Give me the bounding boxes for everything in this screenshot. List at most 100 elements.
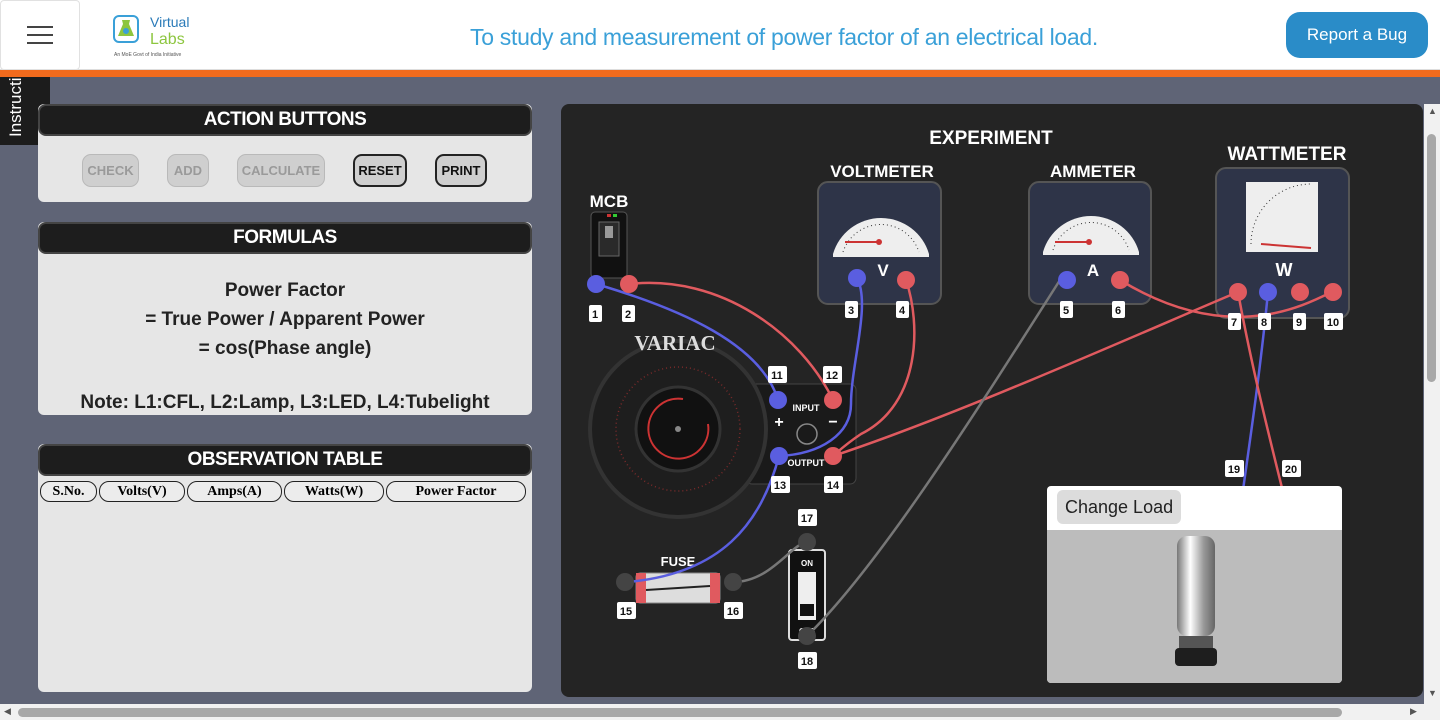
terminal-11[interactable]	[769, 391, 787, 409]
terminal-label-16: 16	[727, 606, 739, 618]
scroll-left-icon[interactable]: ◀	[4, 706, 11, 716]
terminal-1[interactable]	[587, 275, 605, 293]
wire-5-18	[806, 279, 1062, 637]
change-load-button[interactable]: Change Load	[1057, 490, 1182, 524]
terminal-7[interactable]	[1229, 283, 1247, 301]
terminal-13[interactable]	[770, 447, 788, 465]
terminal-5[interactable]	[1058, 271, 1076, 289]
column-sno: S.No.	[40, 481, 97, 502]
page-title: To study and measurement of power factor…	[470, 24, 1098, 50]
ammeter	[1028, 181, 1152, 305]
terminal-12[interactable]	[824, 391, 842, 409]
experiment-title: EXPERIMENT	[929, 128, 1053, 149]
action-buttons-panel: ACTION BUTTONS CHECK ADD CALCULATE RESET…	[38, 104, 532, 202]
print-button[interactable]: PRINT	[435, 154, 487, 187]
horizontal-scrollbar[interactable]: ◀ ▶	[0, 704, 1440, 720]
terminal-label-1: 1	[592, 309, 598, 321]
terminal-6[interactable]	[1111, 271, 1129, 289]
vertical-scrollbar[interactable]: ▲ ▼	[1424, 104, 1440, 704]
variac-label: VARIAC	[634, 331, 715, 355]
load-display	[1047, 530, 1342, 683]
logo-tagline: An MoE Govt of India Initiative	[114, 52, 181, 58]
circuit-canvas: EXPERIMENT MCB VOLTMETER V AMMETER	[587, 128, 1350, 669]
wire-3-13	[778, 277, 864, 458]
wattmeter-symbol: W	[1276, 260, 1293, 280]
terminal-10[interactable]	[1324, 283, 1342, 301]
formula-line-1: Power Factor	[224, 280, 346, 301]
terminal-16[interactable]	[724, 573, 742, 591]
column-amps: Amps(A)	[187, 481, 282, 502]
mcb-label: MCB	[590, 192, 629, 211]
terminal-label-18: 18	[801, 656, 813, 668]
logo-line1: Virtual	[150, 14, 189, 30]
terminal-2[interactable]	[620, 275, 638, 293]
wattmeter	[1215, 167, 1350, 319]
terminal-label-3: 3	[848, 305, 854, 317]
tubelight-icon	[1175, 536, 1217, 666]
terminal-label-8: 8	[1261, 317, 1267, 329]
scroll-up-icon[interactable]: ▲	[1428, 106, 1437, 116]
load-note: Note: L1:CFL, L2:Lamp, L3:LED, L4:Tubeli…	[80, 392, 490, 413]
variac[interactable]	[588, 339, 857, 519]
terminal-label-12: 12	[826, 370, 838, 382]
switch-on-label: ON	[801, 559, 813, 568]
formulas-title: FORMULAS	[38, 222, 532, 254]
ammeter-symbol: A	[1087, 261, 1099, 280]
observation-table-header: S.No. Volts(V) Amps(A) Watts(W) Power Fa…	[40, 481, 526, 502]
virtual-labs-logo[interactable]: Virtual Labs An MoE Govt of India Initia…	[110, 10, 210, 62]
reset-button[interactable]: RESET	[353, 154, 407, 187]
check-button[interactable]: CHECK	[82, 154, 139, 187]
terminal-label-2: 2	[625, 309, 631, 321]
voltmeter-label: VOLTMETER	[830, 162, 934, 181]
vertical-scroll-thumb[interactable]	[1427, 134, 1436, 382]
variac-plus-symbol: +	[774, 414, 783, 431]
terminal-label-13: 13	[774, 480, 786, 492]
wire-2-12	[628, 281, 835, 401]
wire-14-7	[832, 290, 1239, 458]
terminal-17[interactable]	[798, 533, 816, 551]
terminal-labels: 1 2 3 4 5 6 7 8 9 10 11 12 13 14 15 16 1…	[589, 301, 1343, 669]
variac-input-label: INPUT	[793, 403, 821, 413]
action-buttons-title: ACTION BUTTONS	[38, 104, 532, 136]
observation-table-title: OBSERVATION TABLE	[38, 444, 532, 476]
terminal-18[interactable]	[798, 627, 816, 645]
menu-icon[interactable]	[0, 0, 80, 70]
terminal-9[interactable]	[1291, 283, 1309, 301]
terminal-3[interactable]	[848, 269, 866, 287]
column-watts: Watts(W)	[284, 481, 384, 502]
load-box: Change Load	[1047, 486, 1342, 683]
scroll-right-icon[interactable]: ▶	[1410, 706, 1417, 716]
formula-line-2: = True Power / Apparent Power	[145, 309, 425, 330]
terminal-label-10: 10	[1327, 317, 1339, 329]
terminal-label-5: 5	[1063, 305, 1069, 317]
on-off-switch[interactable]	[788, 549, 826, 641]
terminal-15[interactable]	[616, 573, 634, 591]
calculate-button[interactable]: CALCULATE	[237, 154, 325, 187]
column-power-factor: Power Factor	[386, 481, 526, 502]
voltmeter-symbol: V	[877, 261, 889, 280]
variac-minus-symbol: −	[828, 414, 837, 431]
horizontal-scroll-thumb[interactable]	[18, 708, 1342, 717]
terminal-label-15: 15	[620, 606, 632, 618]
terminal-label-11: 11	[771, 370, 783, 382]
terminal-label-19: 19	[1228, 464, 1240, 476]
ammeter-label: AMMETER	[1050, 162, 1136, 181]
terminal-label-7: 7	[1231, 317, 1237, 329]
terminal-8[interactable]	[1259, 283, 1277, 301]
logo-line2: Labs	[150, 31, 185, 48]
terminal-14[interactable]	[824, 447, 842, 465]
scroll-down-icon[interactable]: ▼	[1428, 688, 1437, 698]
fuse-label: FUSE	[661, 554, 696, 569]
report-bug-button[interactable]: Report a Bug	[1286, 12, 1428, 58]
wattmeter-label: WATTMETER	[1228, 144, 1347, 165]
column-volts: Volts(V)	[99, 481, 185, 502]
terminal-label-6: 6	[1115, 305, 1121, 317]
fuse[interactable]	[635, 572, 721, 604]
formulas-panel: FORMULAS Power Factor = True Power / App…	[38, 222, 532, 415]
terminal-4[interactable]	[897, 271, 915, 289]
terminal-label-20: 20	[1285, 464, 1297, 476]
wire-7-20	[1236, 291, 1288, 505]
mcb[interactable]	[590, 211, 628, 279]
add-button[interactable]: ADD	[167, 154, 209, 187]
terminal-label-17: 17	[801, 513, 813, 525]
